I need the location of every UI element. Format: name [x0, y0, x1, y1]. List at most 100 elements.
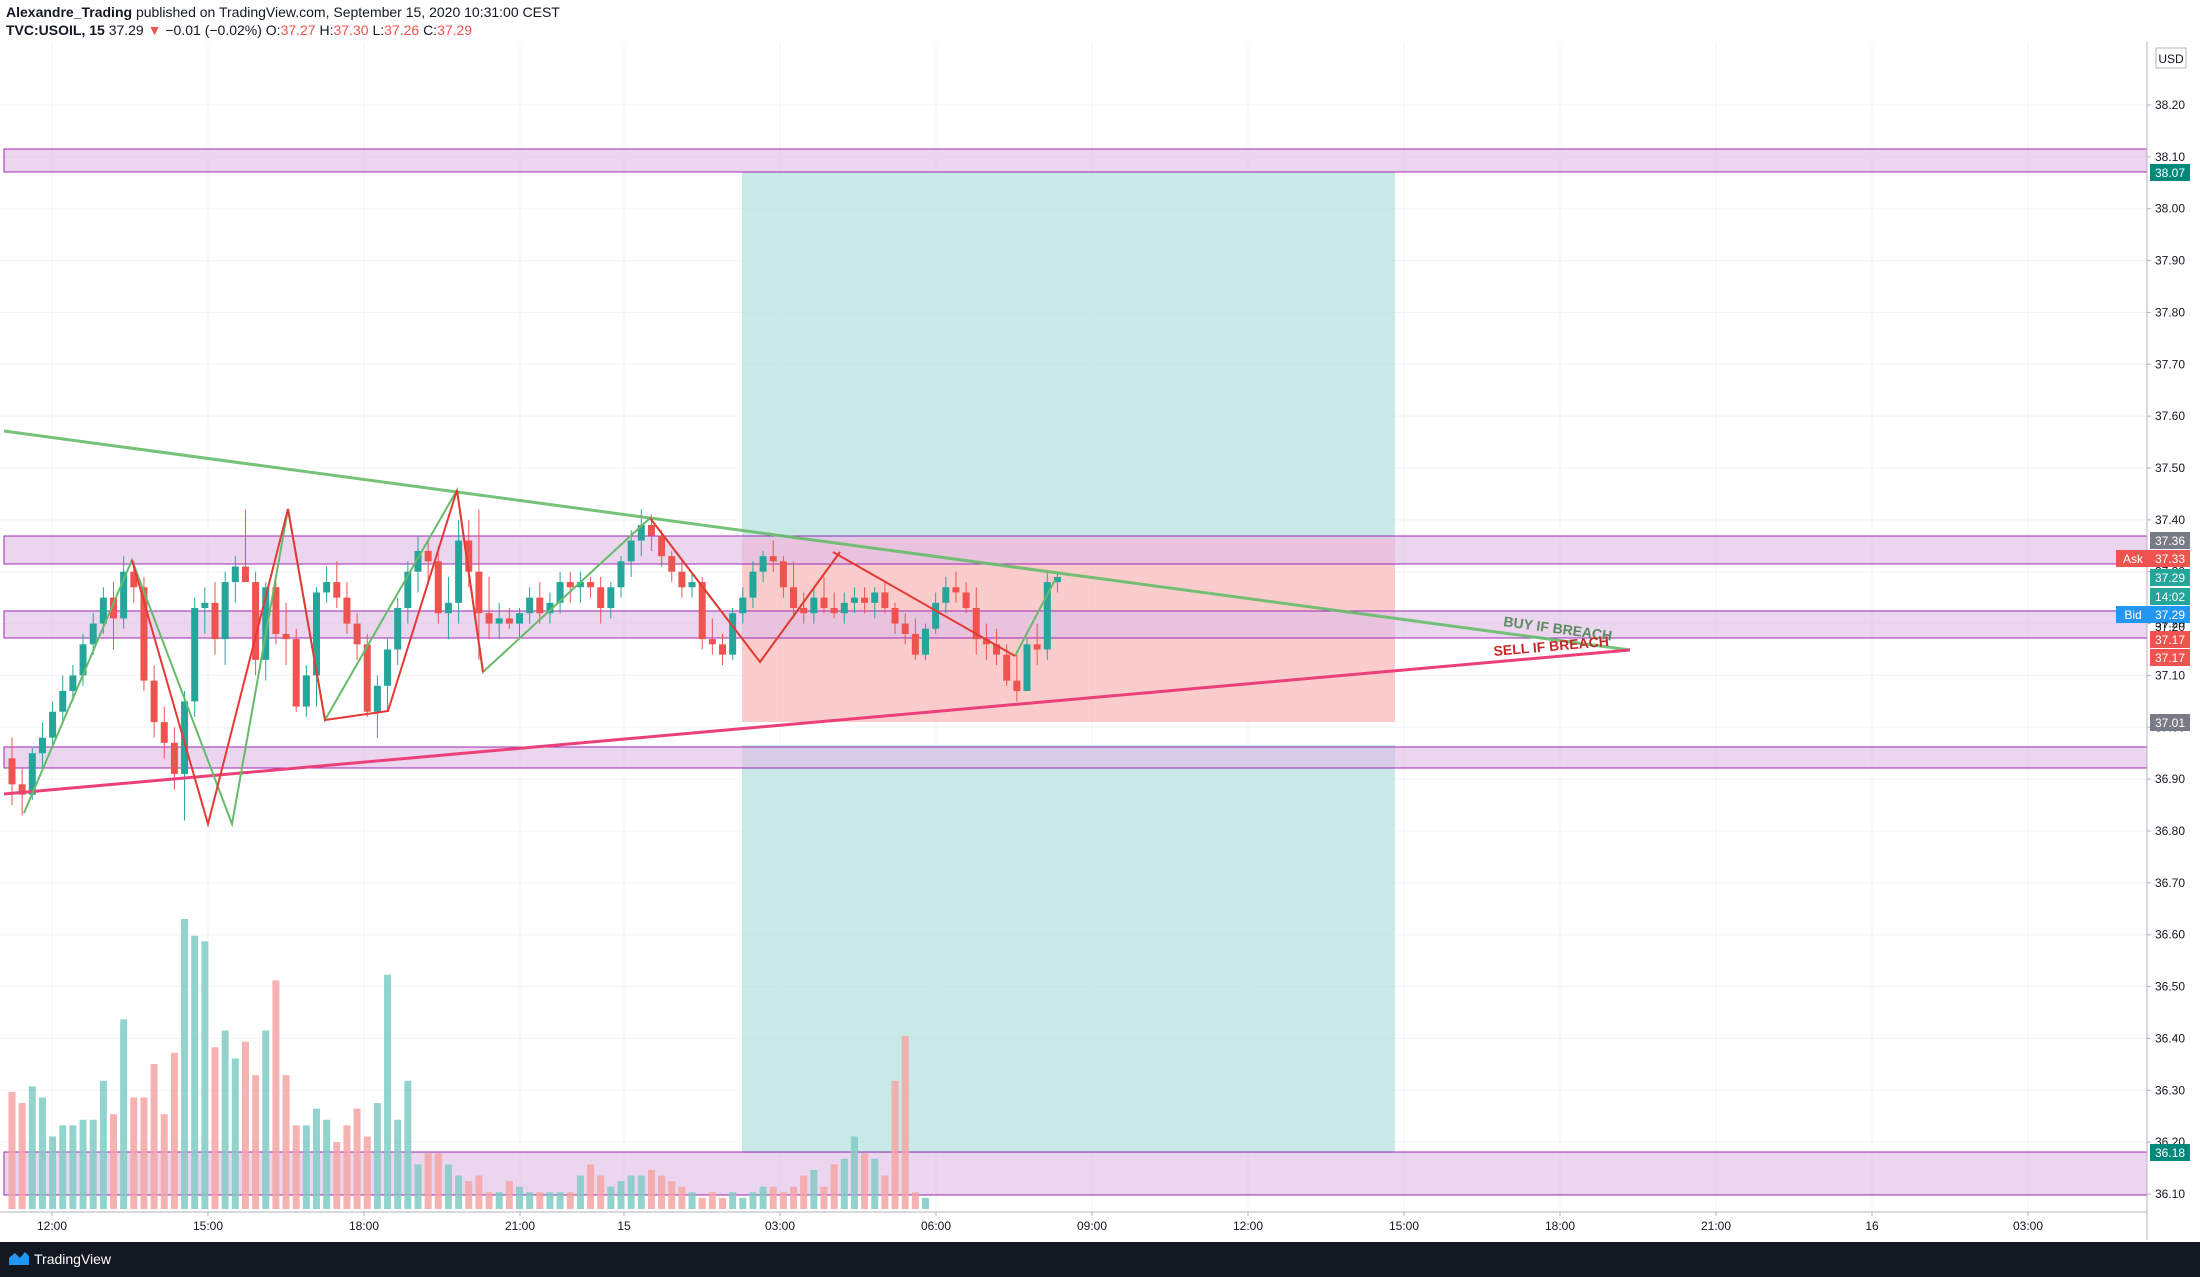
volume-bar [597, 1175, 605, 1209]
volume-bar [678, 1186, 686, 1209]
volume-bar [181, 919, 189, 1209]
time-tick-label: 03:00 [765, 1219, 795, 1233]
volume-bar [526, 1192, 534, 1209]
volume-bar [353, 1108, 361, 1209]
volume-bar [576, 1175, 584, 1209]
candle-body [505, 618, 513, 624]
zigzag-red-3[interactable] [832, 551, 1016, 657]
volume-bar [59, 1125, 67, 1209]
volume-bar [779, 1192, 787, 1209]
volume-bar [444, 1164, 452, 1209]
candle-body [830, 608, 838, 614]
resistance-zone-mid[interactable] [3, 535, 2148, 565]
candle-body [942, 587, 950, 603]
price-tick-label: 37.40 [2155, 513, 2185, 527]
volume-bar [455, 1175, 463, 1209]
price-tick-label: 37.70 [2155, 357, 2185, 371]
tradingview-logo-icon[interactable] [8, 1250, 30, 1266]
candle-body [719, 644, 726, 655]
time-axis[interactable]: 12:00 15:00 18:00 21:00 15 03:00 06:00 09:00 12:… [37, 1212, 2043, 1233]
volume-bar [901, 1036, 909, 1209]
candle-body [678, 571, 686, 588]
stop-price-tag-a: 37.17 [2155, 633, 2185, 647]
candle-body [840, 602, 848, 614]
volume-bar [211, 1047, 219, 1209]
volume-bar [130, 1097, 138, 1209]
volume-bar [262, 1030, 270, 1209]
candle-body [99, 597, 107, 624]
candle-body [739, 597, 747, 614]
candle-body [576, 582, 584, 588]
volume-bar [252, 1075, 260, 1209]
volume-bar [647, 1169, 655, 1209]
descending-trendline[interactable] [3, 429, 1631, 652]
support-zone-mid[interactable] [3, 610, 2148, 639]
time-tick-label: 06:00 [921, 1219, 951, 1233]
volume-bar [769, 1186, 777, 1209]
volume-bar [231, 1058, 239, 1209]
volume-bar [891, 1080, 899, 1209]
candle-body [1013, 680, 1021, 691]
price-tick-label: 37.10 [2155, 668, 2185, 682]
volume-bar [627, 1175, 635, 1209]
volume-bar [698, 1197, 706, 1209]
tradingview-brand[interactable]: TradingView [34, 1251, 112, 1267]
candle-body [333, 582, 341, 598]
candle-body [150, 680, 158, 723]
volume-bar [373, 1103, 381, 1209]
price-tick-label: 38.20 [2155, 98, 2185, 112]
volume-bar [475, 1175, 483, 1209]
candle-body [698, 582, 706, 640]
candle-body [911, 633, 919, 655]
price-tick-label: 36.50 [2155, 980, 2185, 994]
candle-body [1023, 644, 1031, 691]
price-chart[interactable]: BUY IF BREACH SELL IF BREACH 38.2038.103… [0, 42, 2200, 1242]
volume-bar [18, 1103, 26, 1209]
ascending-trendline[interactable] [3, 648, 1631, 796]
candle-body [881, 592, 889, 609]
candle-body [59, 690, 67, 712]
candle-body [779, 561, 787, 588]
candle-body [424, 550, 432, 562]
author-name[interactable]: Alexandre_Trading [6, 4, 133, 20]
long-target-zone[interactable] [742, 172, 1395, 539]
candle-body [160, 722, 168, 743]
resistance-zone-top[interactable] [3, 148, 2148, 173]
time-tick-label: 03:00 [2013, 1219, 2043, 1233]
volume-bar [485, 1192, 493, 1209]
volume-bar [404, 1080, 412, 1209]
time-tick-label: 12:00 [37, 1219, 67, 1233]
volume-bar [394, 1119, 402, 1209]
zigzag-red-1[interactable] [131, 489, 484, 828]
volume-bar [922, 1197, 929, 1209]
candle-body [546, 602, 554, 614]
candle-body [627, 540, 635, 562]
zigzag-red-2[interactable] [649, 517, 841, 664]
candle-body [658, 535, 666, 557]
close-value: 37.29 [437, 22, 473, 38]
volume-bar [292, 1125, 300, 1209]
candle-body [922, 628, 929, 655]
candle-body [130, 571, 138, 588]
price-tick-label: 36.80 [2155, 824, 2185, 838]
currency-unit-label: USD [2158, 52, 2184, 66]
candle-body [221, 582, 229, 640]
ask-price-tag: 37.33 [2155, 552, 2185, 566]
candle-body [140, 587, 148, 681]
candle-body [891, 608, 899, 624]
candle-body [18, 784, 26, 795]
currency-unit-box[interactable] [2155, 47, 2187, 69]
symbol-label[interactable]: TVC:USOIL, 15 [6, 22, 105, 38]
candle-body [536, 597, 544, 614]
candle-body [1033, 644, 1041, 650]
candle-body [790, 587, 798, 609]
candle-body [191, 608, 199, 702]
candle-body [211, 602, 219, 640]
candle-body [404, 571, 412, 609]
zigzag-green-2[interactable] [1014, 579, 1056, 657]
candle-body [972, 608, 980, 640]
candle-body [962, 592, 970, 609]
range-bottom-price-tag: 37.01 [2155, 716, 2185, 730]
volume-bar [759, 1186, 767, 1209]
volume-zone[interactable] [3, 1151, 2148, 1196]
